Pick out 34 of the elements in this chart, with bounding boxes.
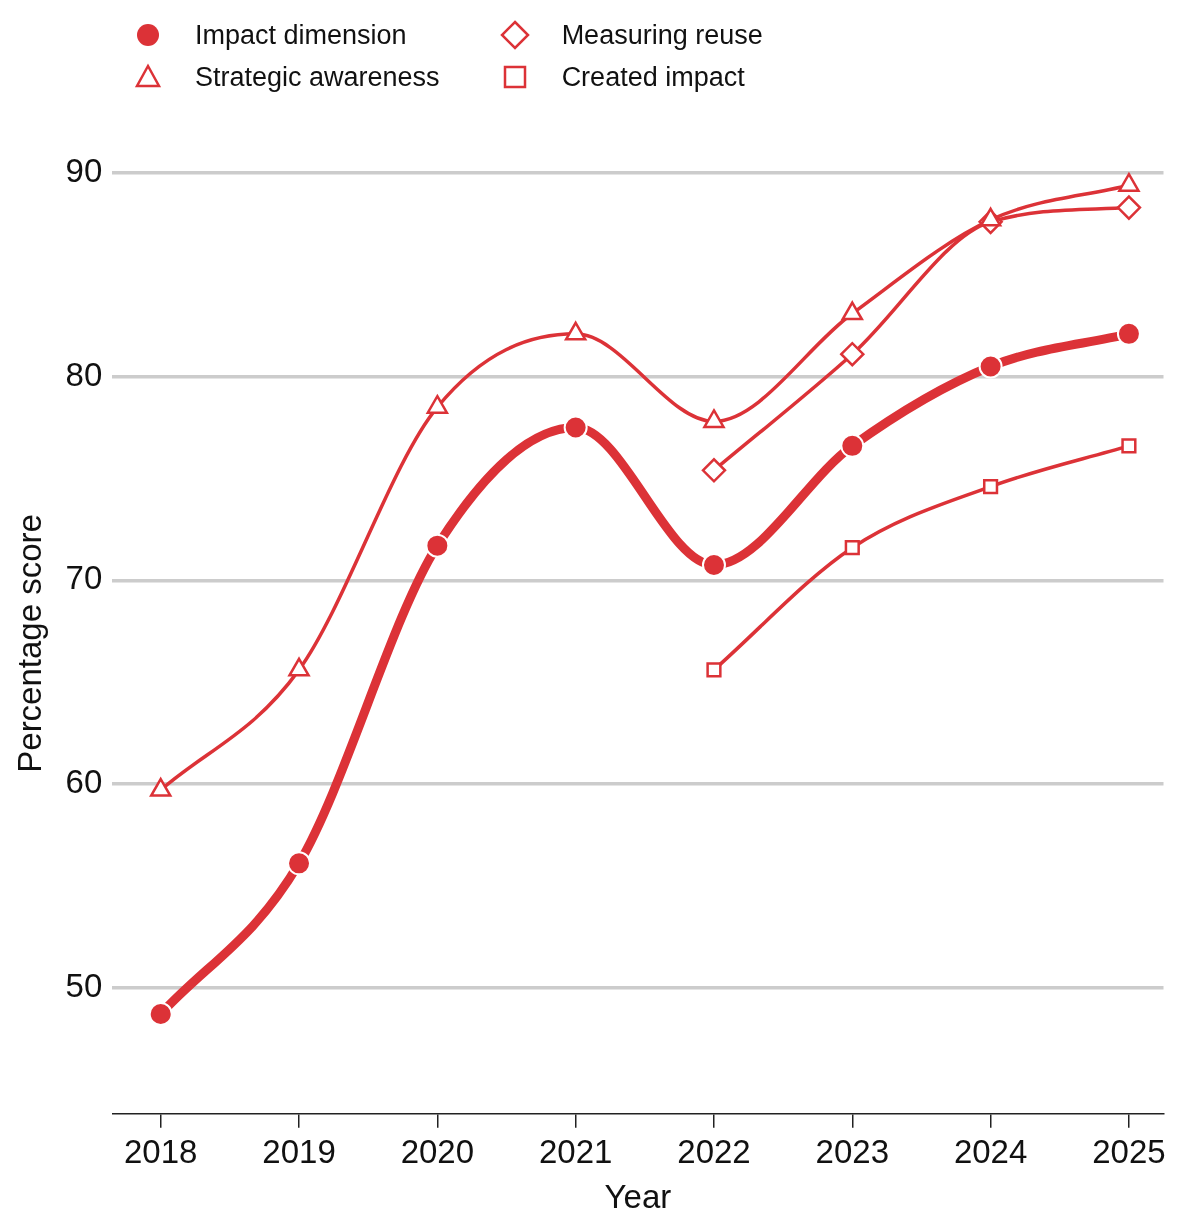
x-tick-label: 2018	[124, 1132, 198, 1170]
y-tick-label: 80	[65, 355, 103, 393]
y-tick-label: 60	[65, 763, 103, 800]
y-tick-label: 90	[65, 152, 103, 190]
y-tick-label: 70	[65, 559, 103, 597]
legend-label: Strategic awareness	[195, 61, 440, 93]
point	[425, 533, 450, 558]
legend-label: Created impact	[561, 61, 745, 93]
legend-label: Impact dimension	[195, 19, 407, 51]
point	[840, 433, 865, 458]
point	[148, 1002, 173, 1027]
x-tick-label: 2021	[538, 1132, 613, 1170]
x-tick-label: 2019	[262, 1132, 336, 1170]
y-axis-title: Percentage score	[10, 514, 48, 773]
point	[563, 415, 588, 440]
point	[1116, 195, 1142, 220]
point	[844, 540, 860, 556]
point	[1121, 438, 1137, 454]
point	[1116, 321, 1141, 346]
point	[701, 553, 726, 577]
legend-label: Measuring reuse	[561, 19, 763, 51]
x-tick-label: 2022	[677, 1132, 751, 1170]
x-tick-label: 2023	[815, 1132, 889, 1170]
x-tick-label: 2024	[953, 1132, 1028, 1170]
point	[840, 341, 865, 367]
point	[982, 478, 999, 495]
x-tick-label: 2020	[400, 1132, 475, 1170]
point	[706, 662, 722, 678]
y-tick-label: 50	[65, 966, 103, 1004]
point	[701, 458, 727, 483]
x-tick-label: 2025	[1092, 1132, 1166, 1170]
x-axis-title: Year	[604, 1178, 672, 1216]
point	[287, 851, 312, 876]
point	[978, 354, 1003, 379]
